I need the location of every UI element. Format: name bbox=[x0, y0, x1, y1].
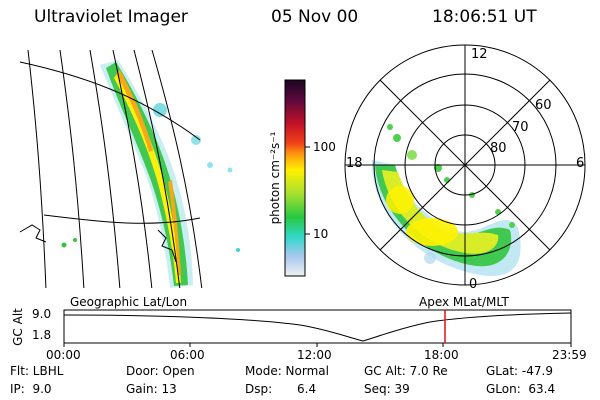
gain-info: Gain: 13 bbox=[126, 382, 177, 396]
altitude-ytick-low: 1.8 bbox=[32, 328, 52, 342]
polar-grid bbox=[344, 44, 586, 286]
time-label: 18:06:51 UT bbox=[432, 7, 537, 27]
glat-info: GLat: -47.9 bbox=[486, 364, 553, 378]
altitude-plot bbox=[63, 309, 572, 347]
colorbar bbox=[284, 79, 310, 277]
colorbar-tick-100: 100 bbox=[313, 140, 336, 154]
polar-aurora-oval bbox=[371, 124, 521, 277]
polar-lat-80: 80 bbox=[490, 141, 507, 156]
glon-info: GLon: 63.4 bbox=[486, 382, 556, 396]
polar-mlt-12: 12 bbox=[471, 47, 488, 62]
left-aurora-band bbox=[61, 60, 240, 288]
filter-info: Flt: LBHL bbox=[10, 364, 64, 378]
polar-lat-70: 70 bbox=[512, 120, 529, 135]
altitude-xtick-1200: 12:00 bbox=[297, 348, 332, 362]
seq-info: Seq: 39 bbox=[364, 382, 410, 396]
polar-mlt-18: 18 bbox=[346, 156, 363, 171]
right-map-label: Apex MLat/MLT bbox=[419, 295, 509, 309]
polar-mlt-0: 0 bbox=[469, 277, 478, 292]
altitude-xtick-2359: 23:59 bbox=[552, 348, 587, 362]
left-map-gridlines bbox=[19, 50, 203, 288]
dsp-value: 6.4 bbox=[297, 382, 317, 396]
altitude-ytick-high: 9.0 bbox=[32, 307, 52, 321]
altitude-ylabel: GC Alt bbox=[11, 308, 25, 346]
polar-mlt-6: 6 bbox=[576, 156, 585, 171]
left-map-label: Geographic Lat/Lon bbox=[70, 295, 188, 309]
colorbar-label: photon cm⁻²s⁻¹ bbox=[268, 131, 282, 225]
ip-info: IP: 9.0 bbox=[10, 382, 52, 396]
polar-lat-60: 60 bbox=[535, 98, 552, 113]
instrument-title: Ultraviolet Imager bbox=[34, 7, 188, 27]
polar-map-panel bbox=[344, 44, 586, 286]
altitude-curve bbox=[63, 312, 572, 342]
left-map-panel bbox=[19, 50, 240, 288]
colorbar-tick-10: 10 bbox=[313, 227, 329, 241]
gc-alt-info: GC Alt: 7.0 Re bbox=[364, 364, 448, 378]
altitude-xtick-0000: 00:00 bbox=[46, 348, 81, 362]
mode-info: Mode: Normal bbox=[245, 364, 329, 378]
door-info: Door: Open bbox=[126, 364, 195, 378]
altitude-xtick-1800: 18:00 bbox=[424, 348, 459, 362]
date-label: 05 Nov 00 bbox=[271, 7, 359, 27]
dsp-label: Dsp: bbox=[245, 382, 273, 396]
altitude-xtick-0600: 06:00 bbox=[170, 348, 205, 362]
coastline bbox=[19, 224, 177, 263]
